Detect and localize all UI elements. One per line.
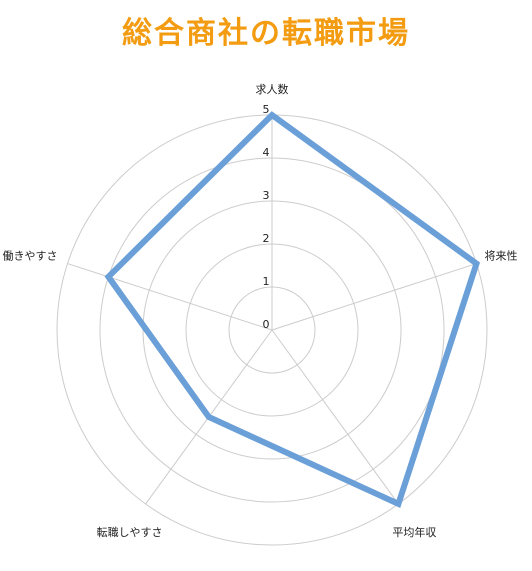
series-line — [104, 111, 481, 509]
axis-label: 働きやすさ — [3, 250, 58, 263]
axis-spoke — [271, 263, 477, 331]
tick-label: 2 — [263, 232, 270, 245]
tick-label: 4 — [263, 146, 270, 159]
page-title: 総合商社の転職市場 — [122, 16, 410, 51]
radar-series — [104, 111, 481, 509]
tick-label: 3 — [263, 189, 270, 202]
axis-spoke — [271, 329, 399, 505]
tick-label: 5 — [263, 103, 270, 116]
axis-spoke — [67, 263, 273, 331]
tick-label: 1 — [263, 275, 270, 288]
axis-label: 転職しやすさ — [97, 526, 163, 539]
axis-label: 求人数 — [256, 83, 289, 96]
axis-label: 将来性 — [484, 249, 517, 263]
tick-label: 0 — [263, 318, 270, 331]
axis-label: 平均年収 — [392, 525, 436, 539]
